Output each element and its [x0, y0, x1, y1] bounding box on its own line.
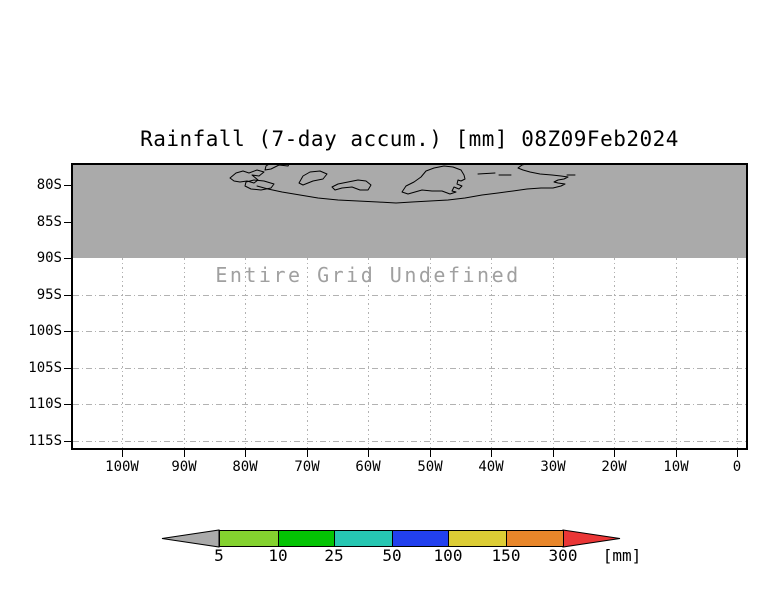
h-gridline [73, 368, 746, 369]
colorbar-segment [392, 530, 449, 547]
lat-tick [64, 222, 71, 223]
colorbar-segment [278, 530, 335, 547]
colorbar-tick-label: 150 [491, 546, 521, 565]
colorbar-tick-label: 5 [214, 546, 224, 565]
lat-tick-label: 80S [36, 177, 62, 193]
v-gridline [368, 258, 369, 448]
lon-tick-label: 70W [294, 459, 320, 475]
lon-tick [245, 450, 246, 457]
chart-title: Rainfall (7-day accum.) [mm] 08Z09Feb202… [140, 127, 679, 151]
v-gridline [430, 258, 431, 448]
lat-tick-label: 90S [36, 250, 62, 266]
lon-tick [368, 450, 369, 457]
lat-tick-label: 95S [36, 287, 62, 303]
lon-tick [491, 450, 492, 457]
lat-tick [64, 368, 71, 369]
map-plot-area: Entire Grid Undefined [71, 163, 748, 450]
lat-tick-label: 85S [36, 214, 62, 230]
land-shading [73, 165, 746, 258]
v-gridline [737, 258, 738, 448]
colorbar-above-max-arrow [562, 529, 621, 548]
lat-tick [64, 295, 71, 296]
colorbar-tick-label: 10 [268, 546, 288, 565]
lat-tick-label: 105S [28, 360, 62, 376]
lat-tick-label: 100S [28, 323, 62, 339]
lon-tick-label: 40W [478, 459, 504, 475]
lat-tick [64, 258, 71, 259]
colorbar-segment [334, 530, 393, 547]
lon-tick [614, 450, 615, 457]
lat-tick [64, 441, 71, 442]
lon-tick-label: 90W [171, 459, 197, 475]
lon-tick-label: 10W [663, 459, 689, 475]
lon-tick-label: 60W [355, 459, 381, 475]
h-gridline [73, 331, 746, 332]
colorbar-tick-label: 300 [548, 546, 578, 565]
lon-tick-label: 30W [540, 459, 566, 475]
v-gridline [614, 258, 615, 448]
colorbar-segment [448, 530, 507, 547]
colorbar-unit-label: [mm] [602, 546, 642, 565]
colorbar-tick-label: 50 [382, 546, 402, 565]
lon-tick [553, 450, 554, 457]
lon-tick-label: 100W [105, 459, 139, 475]
lon-tick [307, 450, 308, 457]
v-gridline [245, 258, 246, 448]
lon-tick [184, 450, 185, 457]
lon-tick [122, 450, 123, 457]
colorbar-tick-label: 25 [324, 546, 344, 565]
v-gridline [491, 258, 492, 448]
v-gridline [122, 258, 123, 448]
lat-tick [64, 404, 71, 405]
lon-tick-label: 0 [732, 459, 742, 475]
v-gridline [676, 258, 677, 448]
lon-tick-label: 20W [601, 459, 627, 475]
lon-tick-label: 50W [417, 459, 443, 475]
h-gridline [73, 441, 746, 442]
h-gridline [73, 295, 746, 296]
lon-tick [676, 450, 677, 457]
v-gridline [307, 258, 308, 448]
lat-tick [64, 331, 71, 332]
grid-undefined-text: Entire Grid Undefined [215, 263, 521, 287]
colorbar-segment [219, 530, 279, 547]
lon-tick [430, 450, 431, 457]
lat-tick-label: 110S [28, 396, 62, 412]
lat-tick [64, 185, 71, 186]
colorbar-segment [506, 530, 564, 547]
colorbar-tick-label: 100 [433, 546, 463, 565]
v-gridline [184, 258, 185, 448]
colorbar-below-min-arrow [161, 529, 220, 548]
h-gridline [73, 404, 746, 405]
v-gridline [553, 258, 554, 448]
lat-tick-label: 115S [28, 433, 62, 449]
lon-tick-label: 80W [232, 459, 258, 475]
lon-tick [737, 450, 738, 457]
